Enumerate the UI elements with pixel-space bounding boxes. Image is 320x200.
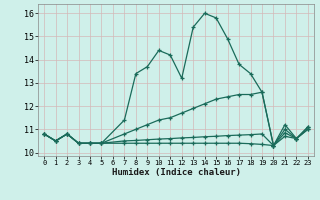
X-axis label: Humidex (Indice chaleur): Humidex (Indice chaleur) [111, 168, 241, 177]
